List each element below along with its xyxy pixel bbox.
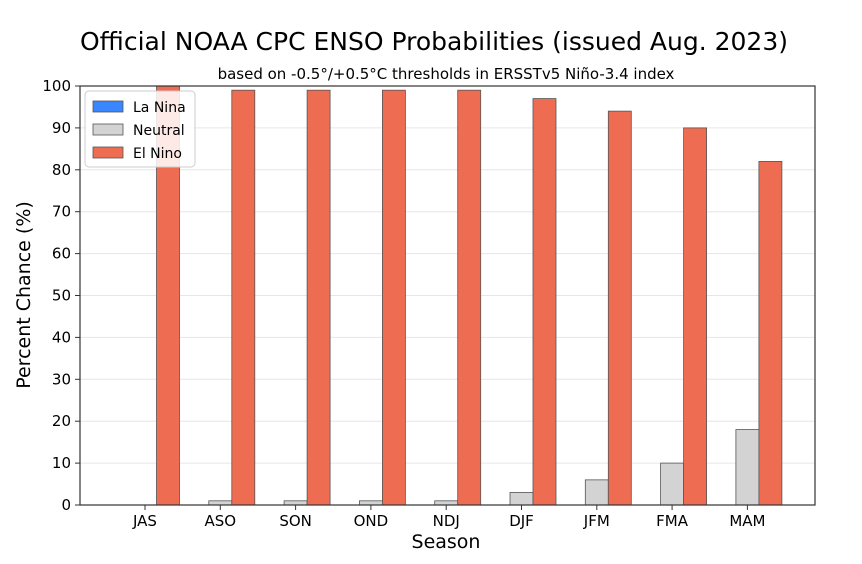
bar-neutral-son — [283, 500, 308, 506]
y-tick-label: 90 — [52, 119, 71, 137]
legend-label: Neutral — [133, 123, 185, 139]
y-tick-label: 60 — [52, 245, 71, 263]
y-tick-label: 30 — [52, 370, 71, 388]
bar-neutral-jfm — [584, 479, 609, 506]
bar-el-nino-fma — [683, 127, 707, 506]
legend-label: El Nino — [133, 146, 182, 162]
x-tick-label: DJF — [509, 512, 534, 530]
y-tick-label: 0 — [61, 496, 71, 514]
bar-neutral-aso — [208, 500, 233, 506]
x-tick-label: FMA — [656, 512, 689, 530]
legend-label: La Nina — [133, 100, 186, 116]
y-tick-label: 100 — [42, 77, 71, 95]
y-tick-label: 10 — [52, 454, 71, 472]
bar-el-nino-ond — [381, 89, 406, 506]
bar-neutral-mam — [735, 429, 760, 506]
y-tick-label: 80 — [52, 161, 71, 179]
x-tick-label: JAS — [132, 512, 157, 530]
bar-el-nino-djf — [532, 98, 557, 506]
y-tick-label: 50 — [52, 287, 71, 305]
gridlines — [80, 127, 815, 464]
bar-neutral-djf — [509, 492, 534, 506]
bar-neutral-fma — [660, 462, 684, 506]
legend-swatch — [92, 146, 124, 159]
legend-swatch — [92, 123, 124, 136]
bar-neutral-ond — [358, 500, 383, 506]
x-tick-label: ASO — [205, 512, 237, 530]
legend: La Nina Neutral El Nino — [84, 90, 196, 168]
y-axis-label: Percent Chance (%) — [13, 201, 35, 389]
x-tick-label: JFM — [583, 512, 610, 530]
bar-el-nino-jfm — [607, 110, 632, 506]
y-tick-label: 40 — [52, 328, 71, 346]
x-axis-ticks: JAS ASO SON OND NDJ DJF JFM FMA MAM — [132, 505, 765, 530]
bar-el-nino-ndj — [457, 89, 482, 506]
bars — [156, 85, 783, 506]
chart-title: Official NOAA CPC ENSO Probabilities (is… — [80, 27, 788, 56]
chart-subtitle: based on -0.5°/+0.5°C thresholds in ERSS… — [218, 65, 675, 83]
y-tick-label: 70 — [52, 203, 71, 221]
x-axis-label: Season — [412, 531, 481, 553]
y-axis-ticks: 0 10 20 30 40 50 60 70 80 90 100 — [42, 77, 80, 514]
bar-el-nino-aso — [231, 89, 256, 506]
bar-el-nino-son — [306, 89, 331, 506]
legend-swatch — [92, 100, 124, 113]
bar-neutral-ndj — [434, 500, 459, 506]
x-tick-label: MAM — [729, 512, 765, 530]
x-tick-label: SON — [279, 512, 312, 530]
bar-el-nino-mam — [758, 161, 783, 506]
x-tick-label: OND — [354, 512, 389, 530]
x-tick-label: NDJ — [433, 512, 460, 530]
y-tick-label: 20 — [52, 412, 71, 430]
